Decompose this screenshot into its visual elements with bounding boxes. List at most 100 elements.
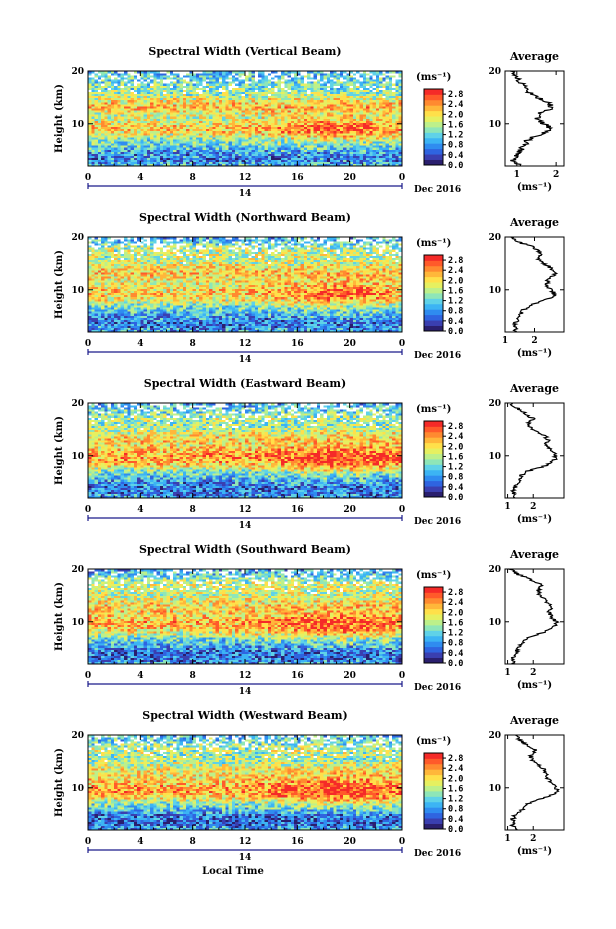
heatmap-cell xyxy=(235,95,239,99)
heatmap-cell xyxy=(101,108,105,111)
heatmap-cell xyxy=(120,137,125,140)
heatmap-cell xyxy=(320,93,324,97)
heatmap-cell xyxy=(287,104,292,107)
heatmap-cell xyxy=(388,155,393,159)
heatmap-cell xyxy=(182,149,187,152)
heatmap-cell xyxy=(137,75,141,78)
heatmap-cell xyxy=(300,329,305,333)
heatmap-cell xyxy=(199,145,203,148)
heatmap-cell xyxy=(199,108,203,111)
heatmap-cell xyxy=(307,145,311,148)
heatmap-cell xyxy=(159,112,164,115)
heatmap-cell xyxy=(88,95,92,99)
heatmap-cell xyxy=(143,323,148,327)
heatmap-cell xyxy=(110,159,115,163)
heatmap-cell xyxy=(369,101,373,105)
heatmap-cell xyxy=(359,157,364,161)
heatmap-cell xyxy=(382,120,386,123)
heatmap-cell xyxy=(156,79,161,82)
heatmap-cell xyxy=(107,91,112,95)
heatmap-cell xyxy=(356,108,360,111)
heatmap-cell xyxy=(192,75,197,78)
heatmap-cell xyxy=(195,87,200,90)
heatmap-cell xyxy=(150,155,154,159)
heatmap-cell xyxy=(173,147,177,150)
heatmap-cell xyxy=(101,87,105,90)
heatmap-cell xyxy=(379,153,383,156)
heatmap-cell xyxy=(107,327,112,331)
heatmap-cell xyxy=(215,141,220,144)
heatmap-cell xyxy=(326,89,331,92)
heatmap-cell xyxy=(195,141,200,144)
heatmap-cell xyxy=(179,149,184,152)
heatmap-cell xyxy=(330,153,334,156)
heatmap-cell xyxy=(130,149,135,152)
heatmap-cell xyxy=(104,149,108,152)
heatmap-cell xyxy=(104,93,108,97)
heatmap-cell xyxy=(169,77,174,80)
heatmap-cell xyxy=(290,128,295,132)
heatmap-cell xyxy=(153,145,157,148)
heatmap-cell xyxy=(274,122,279,125)
heatmap-cell xyxy=(297,126,301,130)
heatmap-cell xyxy=(209,101,213,105)
heatmap-cell xyxy=(195,327,200,331)
heatmap-cell xyxy=(372,130,377,134)
heatmap-cell xyxy=(251,97,256,101)
heatmap-cell xyxy=(277,143,282,146)
heatmap-cell xyxy=(277,104,282,107)
heatmap-cell xyxy=(117,122,122,125)
heatmap-cell xyxy=(169,124,174,128)
heatmap-cell xyxy=(267,81,272,84)
heatmap-cell xyxy=(290,159,295,163)
heatmap-cell xyxy=(251,112,256,115)
heatmap-cell xyxy=(176,137,180,140)
heatmap-cell xyxy=(209,145,213,148)
heatmap-cell xyxy=(173,106,177,109)
heatmap-cell xyxy=(323,321,328,325)
heatmap-cell xyxy=(277,137,282,140)
colorbar-swatch xyxy=(424,159,443,166)
heatmap-cell xyxy=(173,141,177,144)
heatmap-cell xyxy=(107,321,112,325)
heatmap-cell xyxy=(127,89,131,92)
heatmap-cell xyxy=(166,110,171,113)
heatmap-cell xyxy=(274,118,279,121)
heatmap-cell xyxy=(182,87,187,90)
heatmap-cell xyxy=(362,89,367,92)
heatmap-cell xyxy=(297,97,301,101)
heatmap-cell xyxy=(349,106,354,109)
heatmap-cell xyxy=(101,71,105,74)
heatmap-cell xyxy=(258,116,262,119)
heatmap-cell xyxy=(300,101,305,105)
heatmap-cell xyxy=(231,323,236,327)
heatmap-cell xyxy=(153,85,157,88)
heatmap-cell xyxy=(362,147,367,150)
heatmap-cell xyxy=(101,163,105,167)
heatmap-cell xyxy=(114,130,118,134)
heatmap-cell xyxy=(284,139,288,142)
heatmap-cell xyxy=(182,135,187,138)
heatmap-cell xyxy=(310,108,314,111)
heatmap-cell xyxy=(372,126,377,130)
heatmap-cell xyxy=(104,91,108,95)
heatmap-cell xyxy=(231,89,236,92)
heatmap-cell xyxy=(264,321,269,325)
heatmap-cell xyxy=(375,139,380,142)
heatmap-cell xyxy=(169,93,174,97)
colorbar-frame xyxy=(423,88,444,166)
heatmap-cell xyxy=(372,110,377,113)
heatmap-cell xyxy=(313,77,318,80)
heatmap-cell xyxy=(195,95,200,99)
heatmap-cell xyxy=(110,81,115,84)
heatmap-cell xyxy=(153,91,157,95)
heatmap-cell xyxy=(294,77,298,80)
heatmap-cell xyxy=(349,151,354,154)
heatmap-cell xyxy=(333,323,337,327)
heatmap-cell xyxy=(343,132,347,136)
heatmap-cell xyxy=(372,325,377,329)
heatmap-cell xyxy=(284,132,288,136)
heatmap-cell xyxy=(392,157,396,161)
heatmap-cell xyxy=(195,321,200,325)
heatmap-cell xyxy=(385,87,390,90)
